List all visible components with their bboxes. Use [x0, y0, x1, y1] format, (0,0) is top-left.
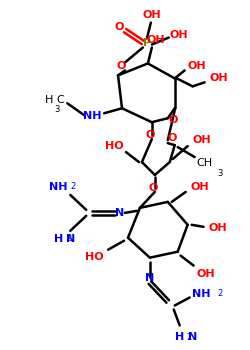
Text: N: N: [116, 208, 125, 218]
Text: 3: 3: [218, 169, 223, 178]
Text: O: O: [168, 115, 177, 125]
Text: HO: HO: [85, 252, 103, 262]
Text: N: N: [66, 234, 75, 244]
Text: H: H: [54, 234, 63, 244]
Text: 3: 3: [54, 105, 60, 114]
Text: H: H: [45, 95, 54, 105]
Text: OH: OH: [196, 268, 215, 279]
Text: OH: OH: [142, 10, 161, 20]
Text: OH: OH: [190, 182, 209, 192]
Text: O: O: [116, 62, 126, 71]
Text: OH: OH: [170, 29, 188, 40]
Text: 2: 2: [66, 234, 71, 243]
Text: 2: 2: [218, 289, 223, 298]
Text: NH: NH: [83, 111, 102, 121]
Text: P: P: [143, 37, 151, 48]
Text: HO: HO: [105, 141, 123, 151]
Text: OH: OH: [209, 74, 228, 83]
Text: 2: 2: [70, 182, 75, 191]
Text: O: O: [148, 183, 158, 193]
Text: C: C: [56, 95, 64, 105]
Text: H: H: [175, 332, 184, 342]
Text: OH: OH: [146, 35, 165, 44]
Text: OH: OH: [187, 62, 206, 71]
Text: N: N: [188, 332, 197, 342]
Text: NH: NH: [49, 182, 68, 192]
Text: O: O: [145, 130, 154, 140]
Text: OH: OH: [208, 223, 227, 233]
Text: CH: CH: [196, 158, 212, 168]
Text: NH: NH: [192, 288, 211, 299]
Text: O: O: [114, 22, 124, 32]
Text: O: O: [167, 133, 176, 143]
Text: 2: 2: [187, 333, 192, 342]
Text: N: N: [145, 273, 154, 282]
Text: OH: OH: [192, 135, 211, 145]
